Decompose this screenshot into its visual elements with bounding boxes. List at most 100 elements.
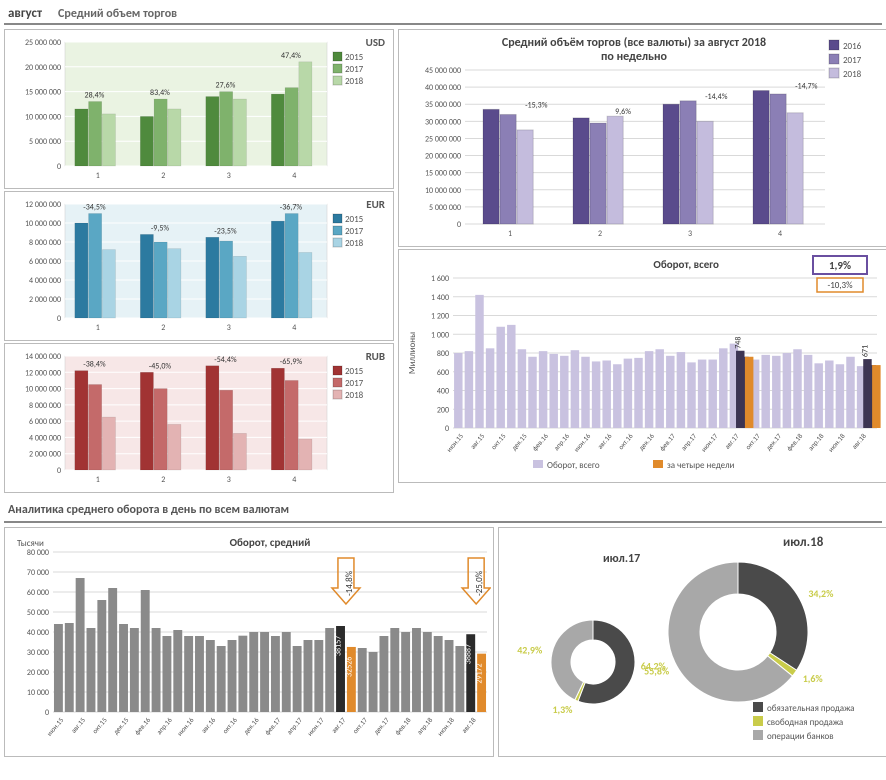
svg-text:апр.18: апр.18 xyxy=(806,431,826,452)
svg-text:2017: 2017 xyxy=(345,226,364,237)
svg-text:1,3%: 1,3% xyxy=(552,703,573,716)
svg-text:10 000: 10 000 xyxy=(27,688,49,698)
svg-text:30 000: 30 000 xyxy=(27,648,49,658)
svg-text:15 000 000: 15 000 000 xyxy=(25,88,61,98)
svg-text:фев.17: фев.17 xyxy=(263,715,283,737)
svg-text:2: 2 xyxy=(161,323,165,333)
svg-text:апр.18: апр.18 xyxy=(415,715,435,736)
svg-text:671: 671 xyxy=(860,345,870,357)
svg-text:1 600: 1 600 xyxy=(431,274,449,284)
svg-text:дек.16: дек.16 xyxy=(241,715,261,736)
svg-text:авг.18: авг.18 xyxy=(850,431,869,451)
svg-text:дек.17: дек.17 xyxy=(764,431,784,452)
svg-text:апр.17: апр.17 xyxy=(679,431,699,452)
svg-text:40 000: 40 000 xyxy=(27,628,49,638)
svg-text:25 000 000: 25 000 000 xyxy=(25,38,61,48)
svg-text:-14,7%: -14,7% xyxy=(795,82,818,92)
svg-text:2016: 2016 xyxy=(843,41,862,52)
svg-text:25 000 000: 25 000 000 xyxy=(425,134,461,144)
svg-text:дек.15: дек.15 xyxy=(111,715,131,736)
svg-text:3: 3 xyxy=(227,323,231,333)
svg-text:1: 1 xyxy=(96,323,100,333)
svg-text:0: 0 xyxy=(445,424,449,434)
svg-text:окт.17: окт.17 xyxy=(743,431,762,451)
svg-text:2017: 2017 xyxy=(843,55,862,66)
svg-text:30 000 000: 30 000 000 xyxy=(425,117,461,127)
svg-text:60 000: 60 000 xyxy=(27,588,49,598)
svg-text:20 000 000: 20 000 000 xyxy=(425,152,461,162)
svg-text:Оборот, всего: Оборот, всего xyxy=(653,258,719,271)
svg-text:дек.15: дек.15 xyxy=(509,431,529,452)
svg-text:авг.16: авг.16 xyxy=(199,715,218,735)
svg-text:200: 200 xyxy=(437,405,449,415)
svg-text:окт.16: окт.16 xyxy=(616,431,635,451)
svg-text:1,9%: 1,9% xyxy=(829,259,851,272)
svg-text:апр.16: апр.16 xyxy=(154,715,174,736)
svg-text:4: 4 xyxy=(292,171,296,181)
svg-text:-34,5%: -34,5% xyxy=(83,203,106,213)
svg-text:50 000: 50 000 xyxy=(27,608,49,618)
svg-text:2 000 000: 2 000 000 xyxy=(29,450,61,460)
svg-text:2018: 2018 xyxy=(843,69,862,80)
svg-text:1 400: 1 400 xyxy=(431,293,449,303)
svg-text:июл.17: июл.17 xyxy=(603,552,640,566)
svg-text:операции банков: операции банков xyxy=(767,731,834,742)
svg-text:3: 3 xyxy=(227,171,231,181)
svg-text:-15,3%: -15,3% xyxy=(525,100,548,110)
svg-text:748: 748 xyxy=(733,337,743,349)
svg-text:40 000 000: 40 000 000 xyxy=(425,83,461,93)
svg-text:фев.16: фев.16 xyxy=(530,431,550,453)
svg-text:10 000 000: 10 000 000 xyxy=(25,112,61,122)
svg-text:83,4%: 83,4% xyxy=(150,88,170,98)
svg-text:1,6%: 1,6% xyxy=(803,672,824,685)
svg-text:12 000 000: 12 000 000 xyxy=(25,368,61,378)
svg-text:-54,4%: -54,4% xyxy=(214,355,237,365)
svg-text:9,6%: 9,6% xyxy=(615,107,631,117)
svg-text:20 000: 20 000 xyxy=(27,668,49,678)
svg-text:апр.16: апр.16 xyxy=(552,431,572,452)
svg-text:600: 600 xyxy=(437,368,449,378)
svg-text:обязательная продажа: обязательная продажа xyxy=(767,703,854,714)
svg-text:70 000: 70 000 xyxy=(27,568,49,578)
svg-text:47,4%: 47,4% xyxy=(281,51,301,61)
svg-text:EUR: EUR xyxy=(366,198,386,211)
svg-text:окт.15: окт.15 xyxy=(90,715,109,735)
svg-text:6 000 000: 6 000 000 xyxy=(29,257,61,267)
section2-title: Аналитика среднего оборота в день по все… xyxy=(4,499,882,523)
svg-text:2015: 2015 xyxy=(345,214,364,225)
svg-text:-38,4%: -38,4% xyxy=(83,360,106,370)
svg-text:фев.18: фев.18 xyxy=(393,715,413,737)
svg-text:2017: 2017 xyxy=(345,378,364,389)
svg-text:42,9%: 42,9% xyxy=(517,643,543,656)
svg-text:4 000 000: 4 000 000 xyxy=(29,433,61,443)
svg-text:2015: 2015 xyxy=(345,366,364,377)
svg-text:28,4%: 28,4% xyxy=(85,91,105,101)
svg-text:июл.18: июл.18 xyxy=(783,535,824,550)
svg-text:35 000 000: 35 000 000 xyxy=(425,100,461,110)
svg-text:-36,7%: -36,7% xyxy=(280,203,303,213)
header-title: Средний объем торгов xyxy=(58,7,177,21)
svg-text:4: 4 xyxy=(292,475,296,485)
svg-text:Оборот, всего: Оборот, всего xyxy=(547,460,600,471)
svg-text:по недельно: по недельно xyxy=(601,50,668,64)
svg-text:800: 800 xyxy=(437,349,449,359)
svg-text:38157: 38157 xyxy=(334,636,344,656)
svg-text:окт.16: окт.16 xyxy=(220,715,239,735)
svg-text:2: 2 xyxy=(161,171,165,181)
svg-text:июн.17: июн.17 xyxy=(305,715,326,738)
svg-text:32526: 32526 xyxy=(344,657,354,677)
svg-text:фев.17: фев.17 xyxy=(657,431,677,453)
svg-text:авг.17: авг.17 xyxy=(722,431,741,451)
svg-text:0: 0 xyxy=(57,162,61,172)
svg-text:2: 2 xyxy=(161,475,165,485)
svg-text:38887: 38887 xyxy=(464,644,474,664)
svg-text:апр.17: апр.17 xyxy=(285,715,305,736)
svg-text:июн.16: июн.16 xyxy=(175,715,196,738)
svg-text:авг.17: авг.17 xyxy=(329,715,348,735)
page-header: август Средний объем торгов xyxy=(4,4,882,25)
svg-text:1: 1 xyxy=(508,229,512,239)
svg-text:авг.16: авг.16 xyxy=(595,431,614,451)
chart-avg: Оборот, среднийТысячи010 00020 00030 000… xyxy=(4,527,494,757)
svg-text:0: 0 xyxy=(45,708,49,718)
svg-text:34,2%: 34,2% xyxy=(808,587,834,600)
